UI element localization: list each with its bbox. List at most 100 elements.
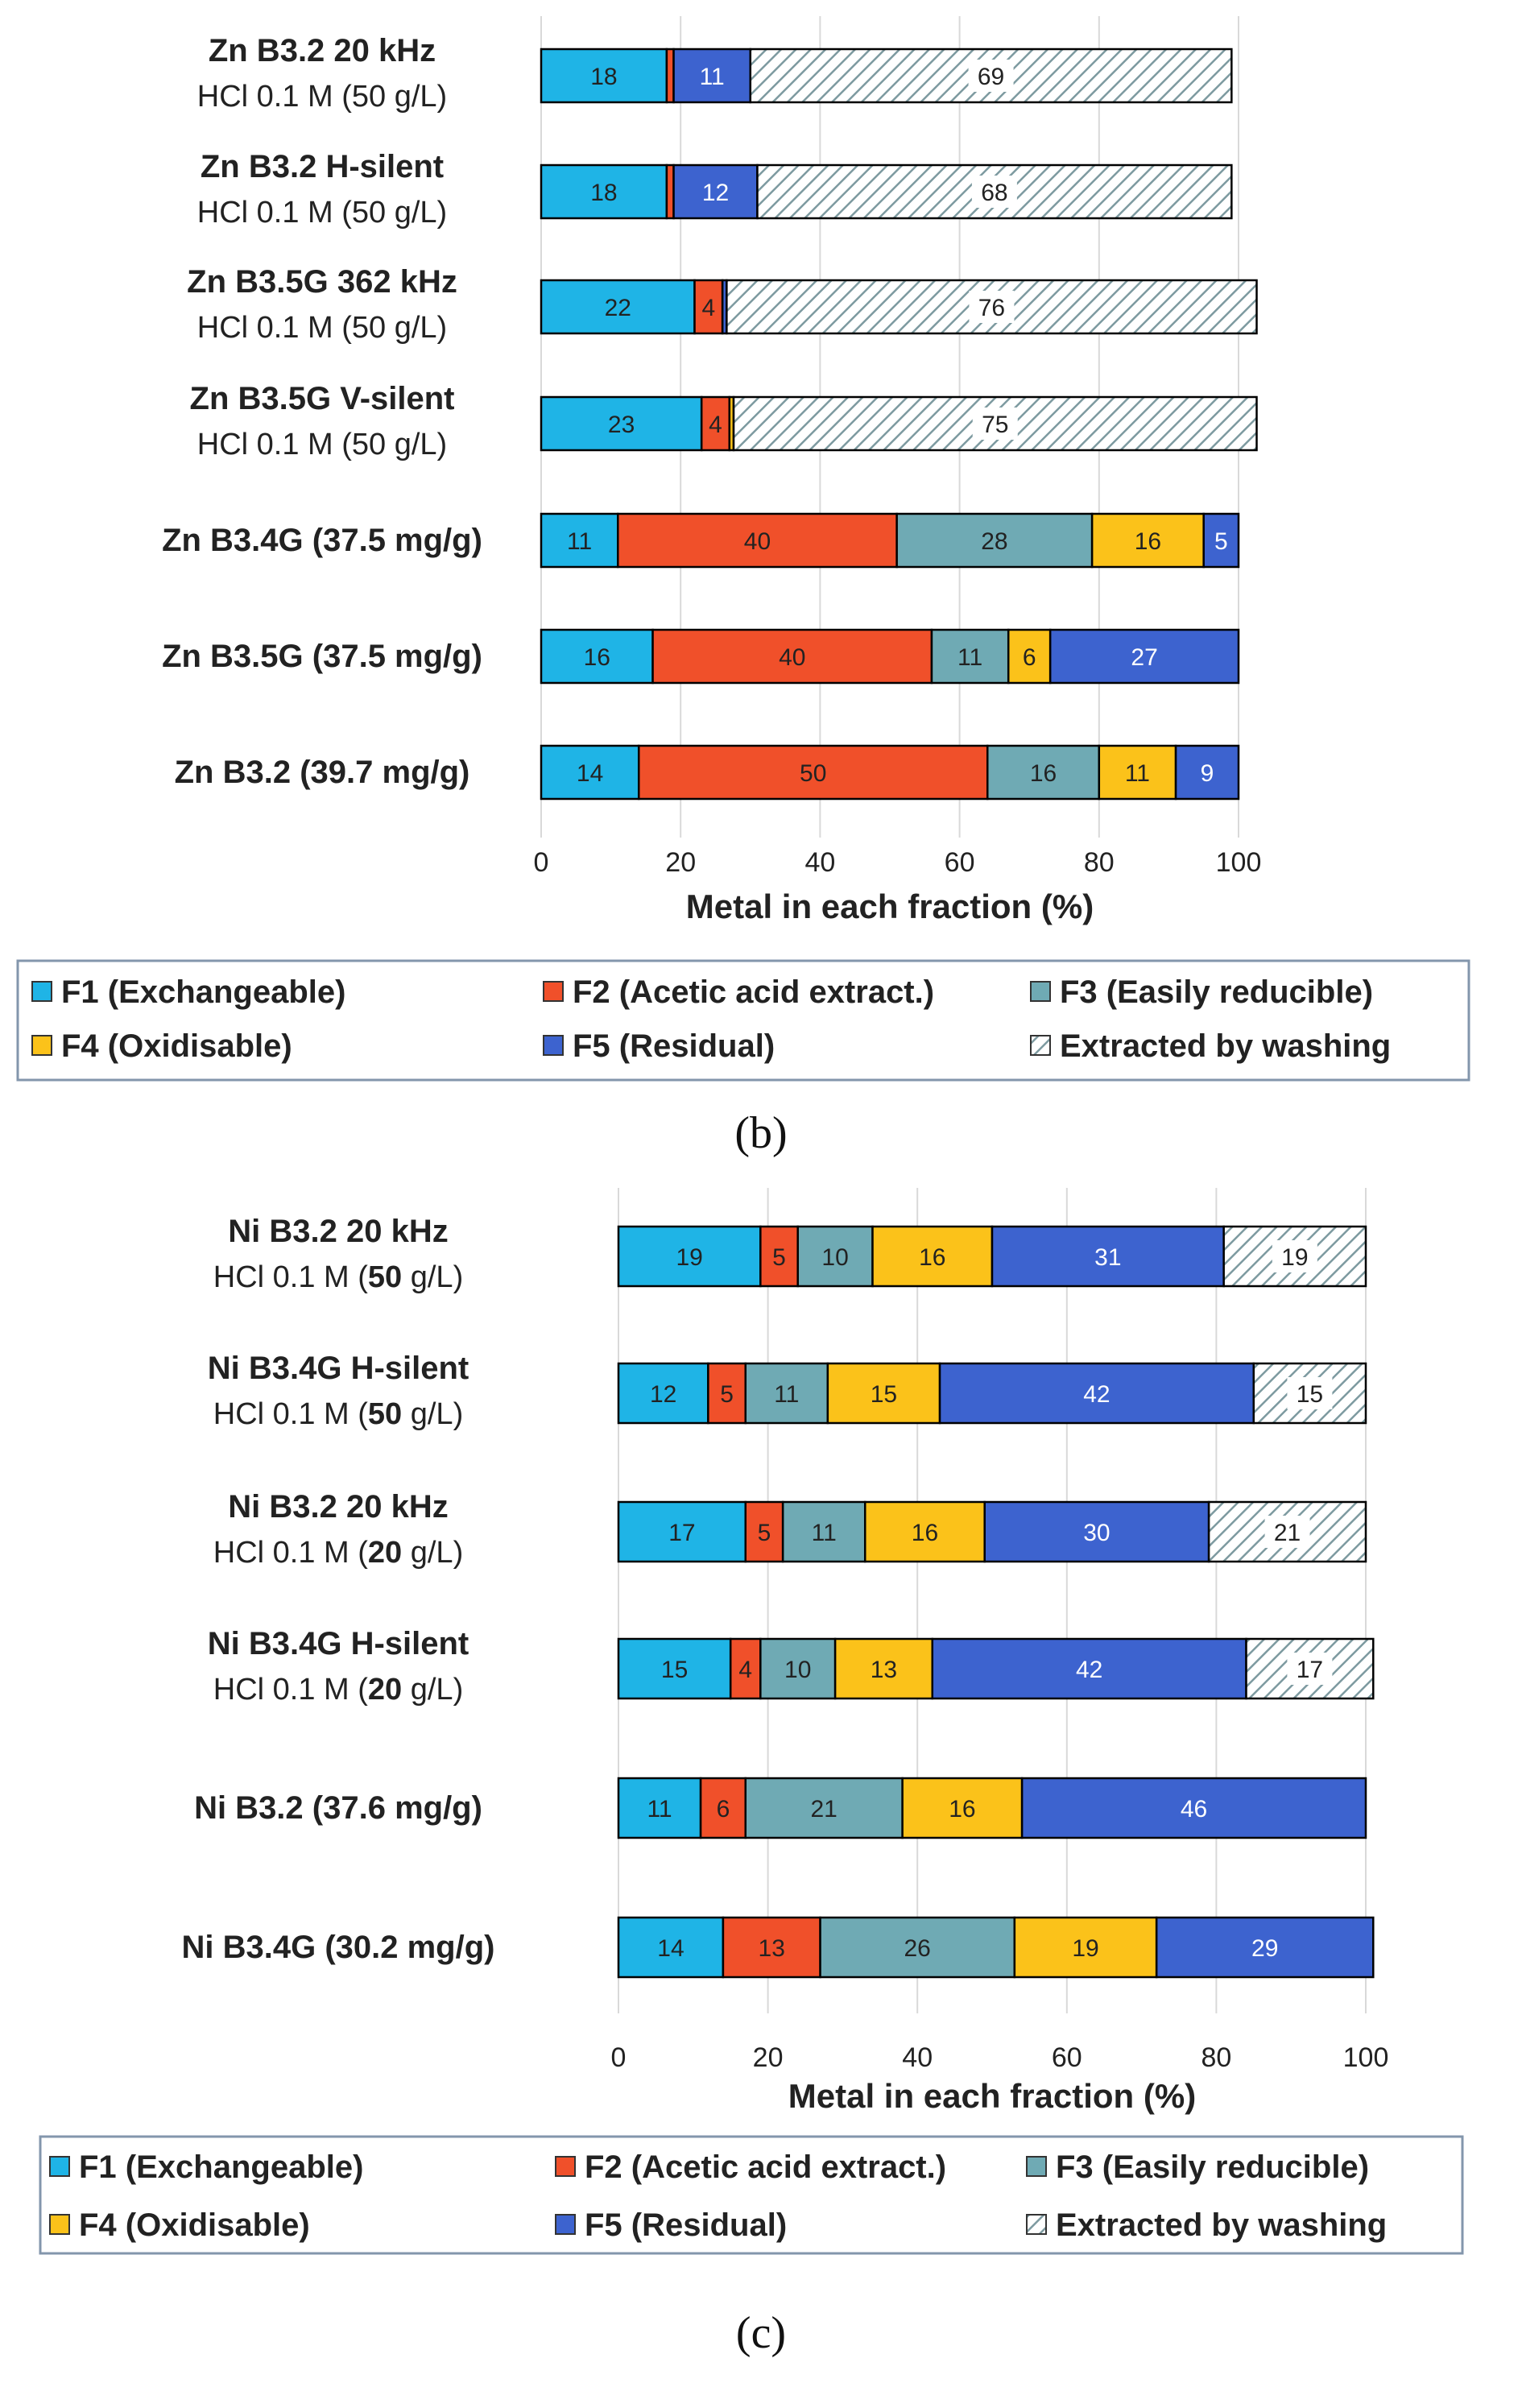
x-tick-label: 40 [804,847,835,878]
category-sublabel: HCl 0.1 M (50 g/L) [197,80,447,114]
category-label: Zn B3.5G (37.5 mg/g) [162,639,482,674]
data-label: 40 [744,528,771,555]
legend-swatch-f4 [31,1035,52,1056]
legend-swatch-f2 [543,981,564,1002]
x-tick-label: 0 [611,2042,627,2073]
data-label: 6 [717,1796,730,1823]
bar-segment-f5 [1020,1777,1367,1839]
x-tick-label: 100 [1216,847,1262,878]
data-label: 4 [701,295,715,321]
x-axis-ticks: 0 20 40 60 80 100 [534,847,1262,878]
legend-item: F3 (Easily reducible) [1026,2149,1369,2185]
bar-segment-f1 [540,163,668,220]
data-label: 15 [1297,1381,1323,1408]
data-label: 27 [1131,644,1157,671]
data-label: 14 [577,760,603,787]
bar-segment-f4 [826,1362,941,1425]
bar-row: 18 11 69 Zn B3.2 20 kHz HCl 0.1 M (50 g/L) [197,33,1233,114]
category-label: Ni B3.2 20 kHz [228,1214,448,1249]
legend-swatch-f1 [49,2156,70,2177]
data-label-background [1272,1240,1317,1272]
bar-segment-f3 [930,628,1010,685]
x-tick-label: 80 [1084,847,1115,878]
bar-segment-f2 [700,395,731,452]
legend-item: Extracted by washing [1030,1028,1391,1064]
data-label: 12 [702,180,729,206]
panel-label: (b) [734,1108,787,1158]
data-label: 40 [779,644,805,671]
data-label: 21 [1274,1520,1301,1546]
legend-swatch-w [1030,1035,1051,1056]
category-sublabel: HCl 0.1 M (50 g/L) [197,196,447,230]
x-tick-label: 20 [753,2042,784,2073]
sublabel-part: HCl 0.1 M ( [213,1673,368,1707]
sublabel-part: g/L) [402,1673,463,1707]
bar-row: 16 40 11 6 27 Zn B3.5G (37.5 mg/g) [162,628,1240,685]
data-label: 16 [912,1520,938,1546]
data-label: 11 [700,64,725,90]
category-label: Zn B3.5G 362 kHz [187,264,457,300]
category-sublabel: HCl 0.1 M (20 g/L) [213,1536,463,1570]
data-label-background [1287,1377,1333,1409]
data-label: 23 [608,412,635,438]
data-label: 11 [647,1796,672,1823]
category-label: Ni B3.4G H-silent [208,1351,469,1386]
data-label: 19 [1281,1244,1308,1271]
bar-segment-f3 [781,1500,866,1563]
legend-label: F3 (Easily reducible) [1056,2149,1369,2185]
data-label: 30 [1083,1520,1110,1546]
sublabel-bold: 50 [368,1260,402,1294]
bar-segment-f2 [722,1916,821,1979]
category-sublabel: HCl 0.1 M (50 g/L) [213,1260,463,1294]
data-label-background [971,176,1017,208]
data-label: 11 [957,644,982,671]
legend-label: F3 (Easily reducible) [1060,974,1373,1010]
x-axis-ticks: 0 20 40 60 80 100 [611,2042,1389,2073]
bar-segment-f1 [617,1637,732,1700]
legend-item: F2 (Acetic acid extract.) [543,974,934,1010]
category-label: Zn B3.2 (39.7 mg/g) [175,755,470,790]
bar-segment-f3 [819,1916,1016,1979]
legend-item: F2 (Acetic acid extract.) [555,2149,946,2185]
legend-label: Extracted by washing [1060,1028,1391,1064]
bar-segment-f1 [617,1362,709,1425]
data-label: 5 [1214,528,1228,555]
x-tick-label: 80 [1201,2042,1231,2073]
sublabel-part: g/L) [402,1260,463,1294]
legend-label: F4 (Oxidisable) [79,2207,310,2243]
data-label: 5 [720,1381,734,1408]
category-label: Ni B3.2 20 kHz [228,1489,448,1525]
legend-item: F5 (Residual) [543,1028,775,1064]
sublabel-bold: 20 [368,1536,402,1570]
legend-item: F4 (Oxidisable) [49,2207,310,2243]
bar-segment-f4 [863,1500,986,1563]
category-label: Zn B3.2 H-silent [201,149,444,184]
bar-row: 14 13 26 19 29 Ni B3.4G (30.2 mg/g) [182,1916,1375,1979]
x-tick-label: 60 [1052,2042,1082,2073]
data-label: 16 [1135,528,1161,555]
legend-box [39,2135,1464,2255]
legend-box [16,959,1470,1082]
bar-segment-f1 [617,1500,747,1563]
sublabel-part: g/L) [402,1536,463,1570]
data-label: 11 [774,1381,799,1408]
category-sublabel: HCl 0.1 M (50 g/L) [197,428,447,461]
data-label: 12 [650,1381,676,1408]
bar-segment-f5 [983,1500,1210,1563]
category-label: Zn B3.5G V-silent [190,381,455,416]
data-label: 14 [657,1935,684,1962]
data-label: 11 [567,528,592,555]
bar-segment-f5 [931,1637,1247,1700]
bar-segment-f1 [540,744,640,801]
sublabel-part: g/L) [402,1397,463,1431]
bar-segment-f5 [1202,512,1240,569]
data-label: 10 [784,1657,811,1683]
bar-row: 22 4 76 Zn B3.5G 362 kHz HCl 0.1 M (50 g/L) [187,264,1258,345]
bar-segment-f5 [991,1225,1225,1288]
legend-swatch-f5 [555,2214,576,2235]
legend-item: F5 (Residual) [555,2207,787,2243]
legend-item: Extracted by washing [1026,2207,1387,2243]
data-label: 29 [1251,1935,1278,1962]
bar-row: 12 5 11 15 42 15 Ni B3.4G H-silent HCl 0.1 M (5… [208,1351,1367,1431]
